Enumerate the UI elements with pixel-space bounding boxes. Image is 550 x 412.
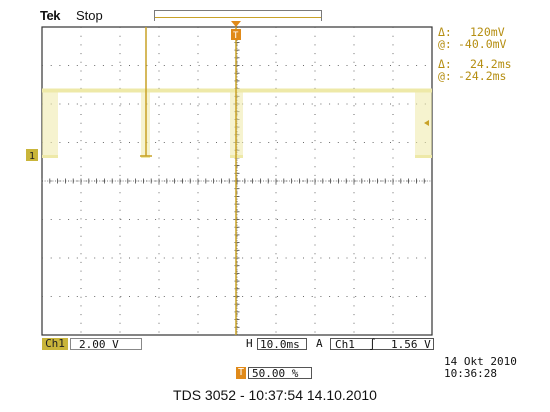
trigger-level: 1.56 V bbox=[391, 338, 431, 351]
time-label: 10:36:28 bbox=[444, 367, 497, 380]
delta-voltage-symbol: Δ: bbox=[438, 25, 452, 39]
trigger-marker-box bbox=[231, 29, 241, 40]
trigger-marker-label: T bbox=[233, 31, 239, 41]
record-window-indicator bbox=[154, 10, 322, 21]
acquisition-status: Stop bbox=[76, 8, 103, 23]
trigger-settings[interactable]: Ch1 ∫ 1.56 V bbox=[330, 338, 434, 351]
trigger-slope-icon: ∫ bbox=[369, 338, 376, 351]
horizontal-label: H bbox=[246, 337, 253, 350]
channel-1-trace bbox=[42, 88, 432, 158]
channel-1-tag[interactable]: Ch1 bbox=[42, 338, 68, 350]
at-time-symbol: @: bbox=[438, 69, 452, 83]
trigger-level-arrow[interactable] bbox=[424, 120, 429, 126]
at-voltage-symbol: @: bbox=[438, 37, 452, 51]
trigger-source: Ch1 bbox=[335, 338, 355, 351]
trigger-position-marker[interactable] bbox=[231, 21, 241, 27]
delta-time-readout: 24.2ms bbox=[470, 57, 512, 71]
timestamp: 14 Okt 2010 10:36:28 bbox=[444, 356, 517, 380]
at-voltage-readout: -40.0mV bbox=[458, 37, 507, 51]
screenshot-caption: TDS 3052 - 10:37:54 14.10.2010 bbox=[173, 387, 377, 403]
brand-logo: Tek bbox=[40, 8, 60, 23]
channel-1-marker-label: 1 bbox=[29, 151, 35, 162]
channel-1-marker[interactable] bbox=[26, 149, 38, 161]
acquire-label: A bbox=[316, 337, 323, 350]
delta-voltage-readout: 120mV bbox=[470, 25, 505, 39]
vertical-scale[interactable]: 2.00 V bbox=[70, 338, 142, 351]
at-time-readout: -24.2ms bbox=[458, 69, 507, 83]
trigger-position-icon: T bbox=[236, 367, 246, 379]
trigger-position[interactable]: 50.00 % bbox=[248, 367, 312, 380]
graticule bbox=[41, 26, 433, 336]
delta-time-symbol: Δ: bbox=[438, 57, 452, 71]
horizontal-scale[interactable]: 10.0ms bbox=[257, 338, 307, 351]
date-label: 14 Okt 2010 bbox=[444, 355, 517, 368]
